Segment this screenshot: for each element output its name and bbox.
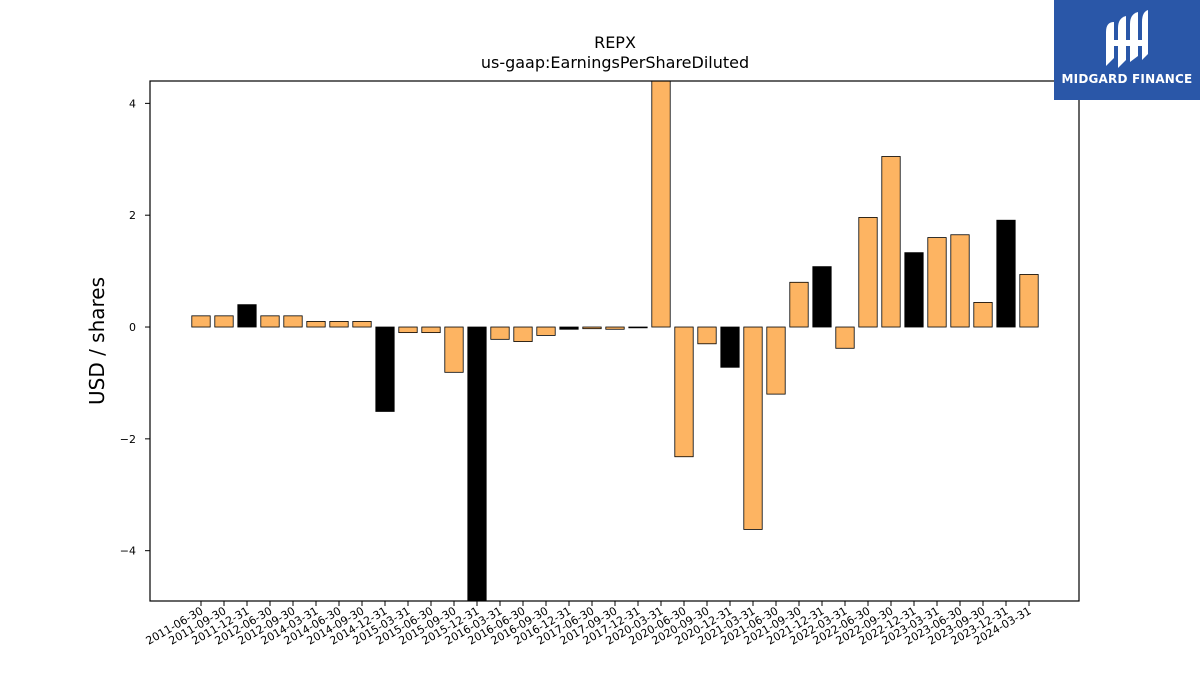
- y-tick-label: 2: [129, 209, 136, 222]
- chart-title: REPX: [594, 33, 636, 52]
- midgard-finance-logo: MIDGARD FINANCE: [1054, 0, 1200, 100]
- bar-2014-09-30: [352, 321, 372, 328]
- bar-2011-09-30: [214, 315, 234, 328]
- chart-subtitle: us-gaap:EarningsPerShareDiluted: [481, 53, 749, 72]
- bar-2016-12-31: [559, 326, 579, 330]
- bar-2021-09-30: [789, 281, 809, 328]
- bar-2017-06-30: [582, 326, 602, 330]
- bar-2017-09-30: [605, 326, 625, 330]
- y-axis-label: USD / shares: [85, 277, 109, 405]
- y-tick-label: −2: [120, 433, 136, 446]
- y-ticks-group: −4 −2 0 2 4: [120, 97, 150, 558]
- bar-2022-03-31: [835, 326, 855, 349]
- plot-frame: [149, 80, 1080, 602]
- bar-2020-09-30: [697, 326, 717, 345]
- bar-2020-03-31: [651, 80, 671, 328]
- bar-2023-06-30: [950, 234, 970, 328]
- bar-2016-03-31: [490, 326, 510, 340]
- bar-2012-09-30: [283, 315, 303, 328]
- bar-2023-09-30: [973, 302, 993, 328]
- logo-mark-icon: [1106, 10, 1148, 68]
- bar-2022-12-31: [904, 252, 924, 328]
- bar-2015-03-31: [398, 326, 418, 334]
- bar-2014-06-30: [329, 321, 349, 328]
- y-tick-label: 4: [129, 97, 136, 110]
- bar-2021-03-31: [743, 326, 763, 530]
- bar-2022-06-30: [858, 217, 878, 328]
- y-tick-label: 0: [129, 321, 136, 334]
- bars-group: [191, 80, 1039, 602]
- bar-2011-12-31: [237, 304, 257, 328]
- bar-2023-03-31: [927, 237, 947, 328]
- bar-2014-12-31: [375, 326, 395, 412]
- bar-2024-03-31: [1019, 274, 1039, 328]
- bar-2023-12-31: [996, 219, 1016, 328]
- bar-2014-03-31: [306, 321, 326, 328]
- bar-2022-09-30: [881, 156, 901, 328]
- logo-text: MIDGARD FINANCE: [1061, 72, 1193, 86]
- bar-2015-09-30: [444, 326, 464, 373]
- y-tick-label: −4: [120, 545, 136, 558]
- bar-2016-06-30: [513, 326, 533, 342]
- bar-2015-06-30: [421, 326, 441, 334]
- bar-2016-09-30: [536, 326, 556, 336]
- bar-2020-06-30: [674, 326, 694, 458]
- bar-2021-12-31: [812, 266, 832, 328]
- x-ticks-group: 2011-06-302011-09-302011-12-312012-06-30…: [144, 601, 1034, 648]
- bar-2017-12-31: [628, 326, 648, 329]
- bar-2015-12-31: [467, 326, 487, 602]
- bar-2012-06-30: [260, 315, 280, 328]
- bar-2021-06-30: [766, 326, 786, 395]
- bar-2011-06-30: [191, 315, 211, 328]
- bar-2020-12-31: [720, 326, 740, 368]
